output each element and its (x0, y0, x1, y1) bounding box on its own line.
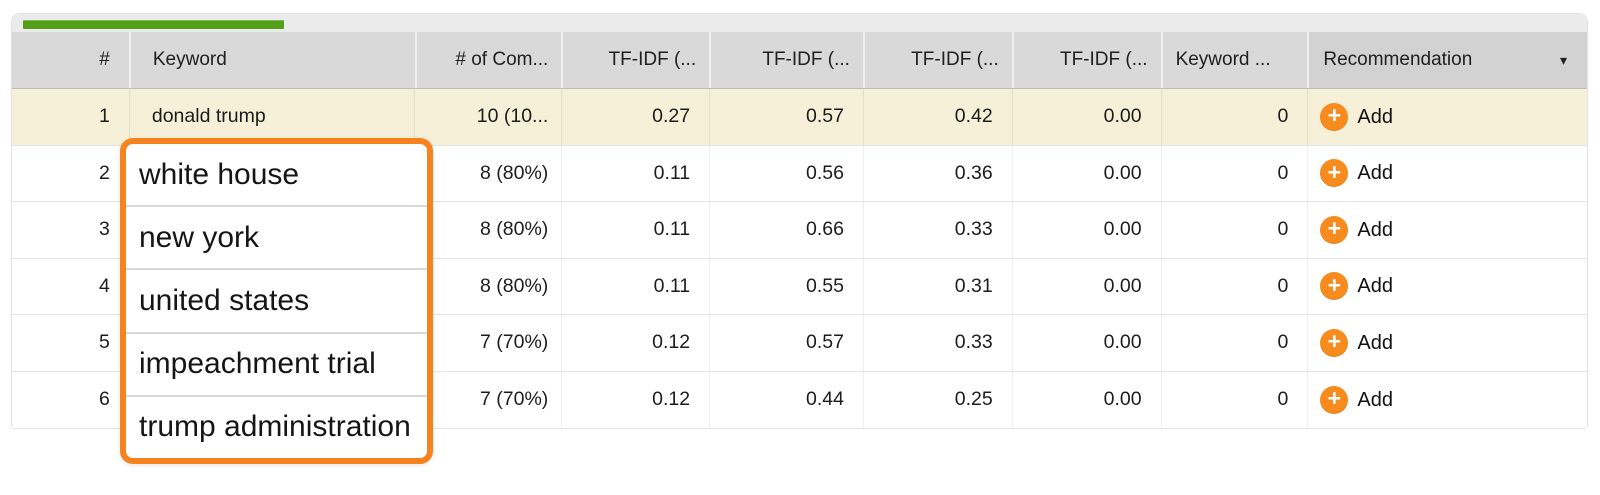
column-header-keyword-count[interactable]: Keyword ... (1160, 32, 1308, 88)
magnified-keyword: trump administration (139, 410, 411, 444)
cell-keyword-count: 0 (1160, 89, 1308, 145)
cell-tfidf-3: 0.36 (862, 145, 1012, 201)
table-top-bar (12, 14, 1587, 32)
cell-tfidf-2: 0.44 (709, 371, 863, 428)
cell-tfidf-2: 0.55 (709, 258, 863, 314)
add-button-label: Add (1357, 275, 1393, 298)
cell-tfidf-2: 0.56 (709, 145, 863, 201)
add-button-label: Add (1357, 331, 1393, 354)
cell-rank: 6 (99, 387, 110, 410)
cell-rank: 3 (99, 218, 110, 240)
table-header-row: # Keyword # of Com... TF-IDF (... TF-IDF… (12, 32, 1587, 89)
cell-keyword-count: 0 (1160, 371, 1308, 428)
cell-recommendation: + Add (1307, 202, 1587, 258)
plus-icon: + (1320, 102, 1349, 131)
add-button-label: Add (1357, 388, 1393, 411)
add-keyword-button[interactable]: + Add (1320, 328, 1393, 357)
plus-icon: + (1320, 385, 1349, 414)
cell-tfidf-4: 0.00 (1011, 315, 1161, 371)
cell-rank: 5 (99, 331, 110, 353)
column-header-tfidf-3[interactable]: TF-IDF (... (862, 32, 1012, 88)
progress-bar (23, 20, 284, 29)
cell-tfidf-4: 0.00 (1011, 145, 1161, 201)
cell-tfidf-3: 0.31 (862, 258, 1012, 314)
cell-keyword-count: 0 (1160, 202, 1308, 258)
column-header-comments[interactable]: # of Com... (414, 32, 562, 88)
magnified-keyword: impeachment trial (126, 334, 427, 397)
cell-recommendation: + Add (1307, 145, 1587, 201)
column-header-recommendation[interactable]: Recommendation ▾ (1307, 32, 1587, 88)
cell-tfidf-1: 0.12 (561, 371, 709, 428)
cell-comments: 8 (80%) (414, 145, 561, 201)
cell-tfidf-3: 0.25 (862, 371, 1012, 428)
add-keyword-button[interactable]: + Add (1320, 272, 1393, 301)
cell-comments: 7 (70%) (414, 315, 561, 371)
add-button-label: Add (1357, 105, 1393, 128)
cell-comments: 8 (80%) (414, 202, 561, 258)
cell-tfidf-2: 0.57 (709, 315, 863, 371)
cell-tfidf-3: 0.42 (862, 89, 1012, 145)
column-header-tfidf-4[interactable]: TF-IDF (... (1011, 32, 1161, 88)
cell-tfidf-3: 0.33 (862, 315, 1012, 371)
cell-rank: 1 (99, 105, 110, 127)
cell-tfidf-1: 0.11 (561, 258, 709, 314)
plus-icon: + (1320, 215, 1349, 244)
table-row-1[interactable]: 1 donald trump 10 (10... 0.27 0.57 0.42 … (12, 89, 1587, 146)
cell-recommendation: + Add (1307, 315, 1587, 371)
magnified-keyword: united states (126, 270, 427, 334)
cell-recommendation: + Add (1307, 371, 1587, 428)
cell-tfidf-4: 0.00 (1011, 371, 1161, 428)
plus-icon: + (1320, 159, 1349, 188)
add-keyword-button[interactable]: + Add (1320, 102, 1393, 131)
cell-recommendation: + Add (1307, 89, 1587, 145)
add-button-label: Add (1357, 218, 1393, 241)
cell-recommendation: + Add (1307, 258, 1587, 314)
cell-comments: 8 (80%) (414, 258, 561, 314)
column-header-tfidf-2[interactable]: TF-IDF (... (709, 32, 863, 88)
cell-tfidf-1: 0.11 (561, 145, 709, 201)
plus-icon: + (1320, 328, 1349, 357)
magnified-keyword: white house (126, 144, 427, 208)
cell-comments: 10 (10... (414, 89, 561, 145)
cell-tfidf-3: 0.33 (862, 202, 1012, 258)
cell-keyword-count: 0 (1160, 258, 1308, 314)
chevron-down-icon[interactable]: ▾ (1559, 52, 1567, 68)
cell-tfidf-4: 0.00 (1011, 89, 1161, 145)
cell-keyword-count: 0 (1160, 315, 1308, 371)
cell-tfidf-2: 0.66 (709, 202, 863, 258)
cell-tfidf-1: 0.12 (561, 315, 709, 371)
magnified-keyword: new york (126, 207, 427, 271)
cell-tfidf-2: 0.57 (709, 89, 863, 145)
add-keyword-button[interactable]: + Add (1320, 385, 1393, 414)
add-button-label: Add (1357, 162, 1393, 185)
cell-rank: 2 (99, 161, 110, 184)
cell-tfidf-4: 0.00 (1011, 258, 1161, 314)
add-keyword-button[interactable]: + Add (1320, 215, 1393, 244)
cell-rank: 4 (99, 274, 110, 297)
cell-keyword-count: 0 (1160, 145, 1308, 201)
keyword-magnifier-overlay: white house new york united states impea… (120, 138, 433, 464)
cell-comments: 7 (70%) (414, 371, 561, 428)
cell-tfidf-1: 0.11 (561, 202, 709, 258)
cell-tfidf-1: 0.27 (561, 89, 709, 145)
column-header-rank[interactable]: # (99, 49, 110, 70)
recommendation-header-label: Recommendation (1323, 49, 1473, 70)
plus-icon: + (1320, 272, 1349, 301)
column-header-tfidf-1[interactable]: TF-IDF (... (561, 32, 709, 88)
cell-keyword: donald trump (128, 89, 415, 145)
column-header-keyword[interactable]: Keyword (128, 32, 415, 88)
add-keyword-button[interactable]: + Add (1320, 159, 1393, 188)
cell-tfidf-4: 0.00 (1011, 202, 1161, 258)
